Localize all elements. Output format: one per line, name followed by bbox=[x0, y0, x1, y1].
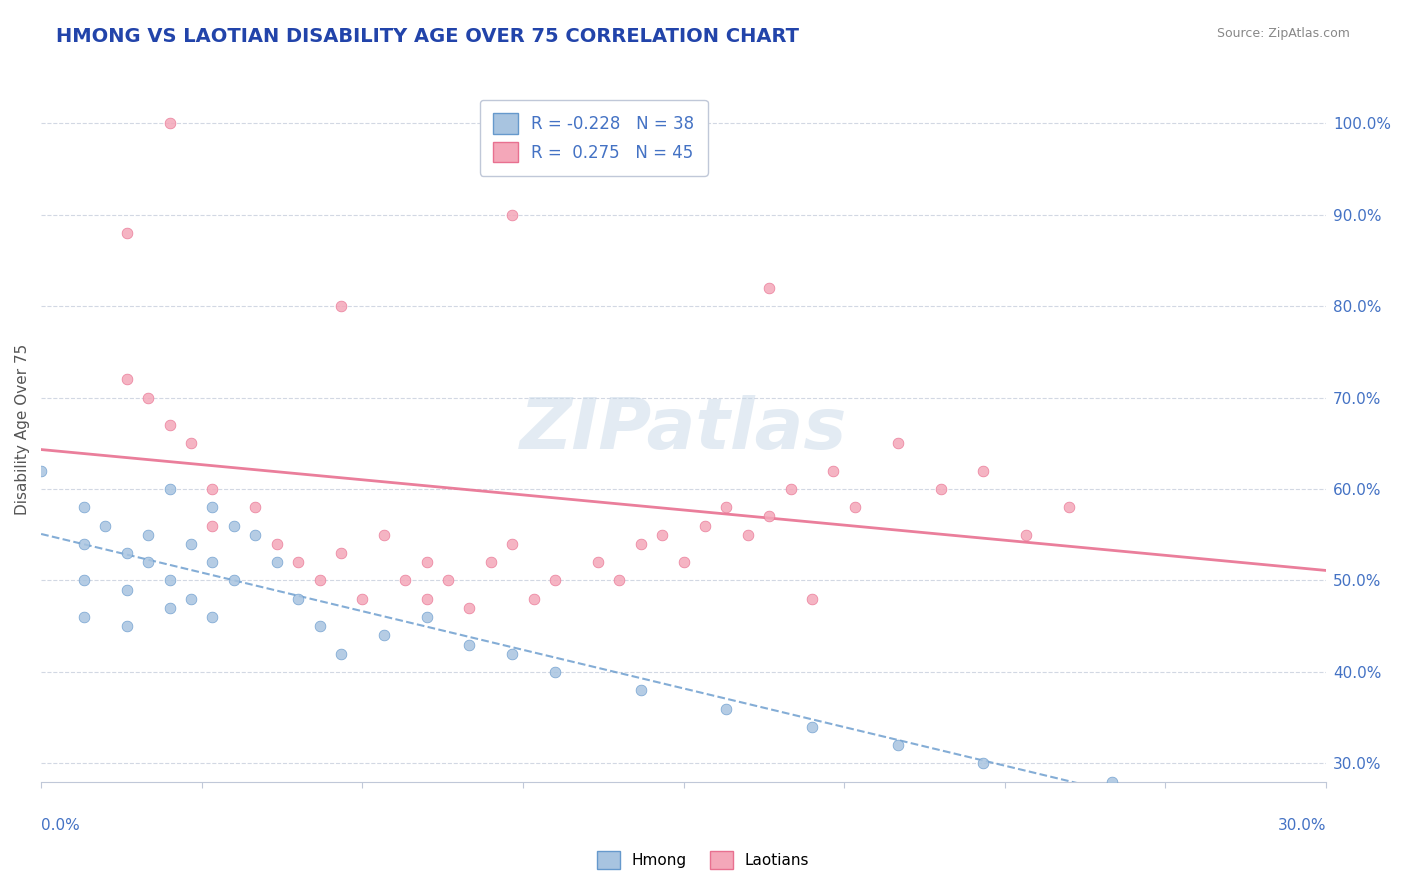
Point bbox=[201, 518, 224, 533]
Point bbox=[73, 500, 96, 515]
Point bbox=[308, 619, 330, 633]
Point bbox=[415, 591, 437, 606]
Point bbox=[180, 436, 202, 450]
Point bbox=[693, 518, 716, 533]
Point bbox=[115, 226, 138, 240]
Point bbox=[329, 299, 352, 313]
Point bbox=[501, 647, 523, 661]
Text: HMONG VS LAOTIAN DISABILITY AGE OVER 75 CORRELATION CHART: HMONG VS LAOTIAN DISABILITY AGE OVER 75 … bbox=[56, 27, 799, 45]
Point bbox=[630, 537, 652, 551]
Point bbox=[887, 436, 910, 450]
Point bbox=[544, 574, 567, 588]
Point bbox=[136, 391, 159, 405]
Point bbox=[73, 537, 96, 551]
Point bbox=[201, 610, 224, 624]
Point bbox=[716, 500, 738, 515]
Point bbox=[844, 500, 866, 515]
Point bbox=[607, 574, 630, 588]
Point bbox=[136, 528, 159, 542]
Legend: Hmong, Laotians: Hmong, Laotians bbox=[591, 845, 815, 875]
Point bbox=[373, 528, 395, 542]
Point bbox=[672, 555, 695, 569]
Point bbox=[458, 638, 481, 652]
Point bbox=[630, 683, 652, 698]
Point bbox=[544, 665, 567, 679]
Text: 30.0%: 30.0% bbox=[1278, 818, 1326, 833]
Point bbox=[651, 528, 673, 542]
Point bbox=[115, 582, 138, 597]
Point bbox=[394, 574, 416, 588]
Point bbox=[159, 116, 181, 130]
Point bbox=[758, 281, 780, 295]
Point bbox=[737, 528, 759, 542]
Point bbox=[887, 738, 910, 752]
Point bbox=[287, 555, 309, 569]
Point bbox=[115, 372, 138, 386]
Point bbox=[266, 555, 288, 569]
Point bbox=[479, 555, 502, 569]
Point bbox=[73, 574, 96, 588]
Point bbox=[972, 464, 994, 478]
Point bbox=[779, 482, 801, 496]
Point bbox=[201, 500, 224, 515]
Point bbox=[415, 610, 437, 624]
Y-axis label: Disability Age Over 75: Disability Age Over 75 bbox=[15, 344, 30, 516]
Point bbox=[801, 720, 824, 734]
Point bbox=[716, 701, 738, 715]
Point bbox=[222, 574, 245, 588]
Point bbox=[308, 574, 330, 588]
Point bbox=[352, 591, 374, 606]
Point bbox=[159, 574, 181, 588]
Point bbox=[245, 528, 267, 542]
Point bbox=[437, 574, 460, 588]
Point bbox=[1015, 528, 1038, 542]
Point bbox=[115, 619, 138, 633]
Point bbox=[287, 591, 309, 606]
Point bbox=[373, 628, 395, 642]
Point bbox=[222, 518, 245, 533]
Text: ZIPatlas: ZIPatlas bbox=[520, 395, 848, 464]
Point bbox=[136, 555, 159, 569]
Point bbox=[1101, 774, 1123, 789]
Point bbox=[1229, 793, 1251, 807]
Legend: R = -0.228   N = 38, R =  0.275   N = 45: R = -0.228 N = 38, R = 0.275 N = 45 bbox=[479, 100, 707, 176]
Point bbox=[415, 555, 437, 569]
Point bbox=[201, 482, 224, 496]
Point bbox=[972, 756, 994, 771]
Point bbox=[501, 208, 523, 222]
Point bbox=[1057, 500, 1080, 515]
Point bbox=[266, 537, 288, 551]
Point bbox=[329, 647, 352, 661]
Point bbox=[115, 546, 138, 560]
Text: 0.0%: 0.0% bbox=[41, 818, 80, 833]
Point bbox=[201, 555, 224, 569]
Point bbox=[329, 546, 352, 560]
Point bbox=[159, 482, 181, 496]
Point bbox=[523, 591, 546, 606]
Point bbox=[30, 464, 52, 478]
Point bbox=[94, 518, 117, 533]
Point bbox=[159, 417, 181, 432]
Point bbox=[823, 464, 845, 478]
Point bbox=[159, 601, 181, 615]
Point bbox=[245, 500, 267, 515]
Point bbox=[801, 591, 824, 606]
Point bbox=[501, 537, 523, 551]
Point bbox=[586, 555, 609, 569]
Point bbox=[180, 591, 202, 606]
Point bbox=[929, 482, 952, 496]
Point bbox=[180, 537, 202, 551]
Point bbox=[458, 601, 481, 615]
Point bbox=[73, 610, 96, 624]
Point bbox=[758, 509, 780, 524]
Text: Source: ZipAtlas.com: Source: ZipAtlas.com bbox=[1216, 27, 1350, 40]
